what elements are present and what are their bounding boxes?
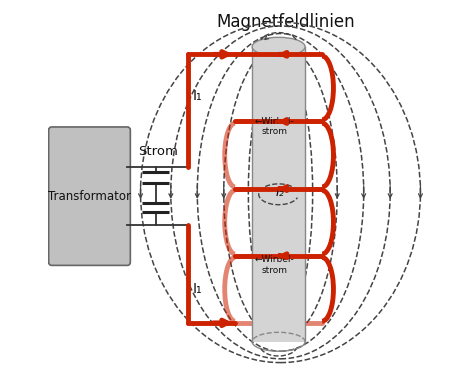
Text: Transformator: Transformator — [48, 190, 131, 203]
Text: ←Wirbel-
strom: ←Wirbel- strom — [255, 117, 295, 136]
Ellipse shape — [252, 37, 305, 56]
FancyBboxPatch shape — [49, 127, 130, 266]
Text: I₁: I₁ — [192, 88, 202, 102]
Text: I₁: I₁ — [192, 282, 202, 296]
Text: Strom: Strom — [137, 145, 177, 158]
Text: ←Wirbel-
strom: ←Wirbel- strom — [255, 255, 295, 275]
Text: Magnetfeldlinien: Magnetfeldlinien — [217, 13, 356, 31]
Text: I₂: I₂ — [276, 186, 285, 199]
Bar — [252, 47, 305, 342]
